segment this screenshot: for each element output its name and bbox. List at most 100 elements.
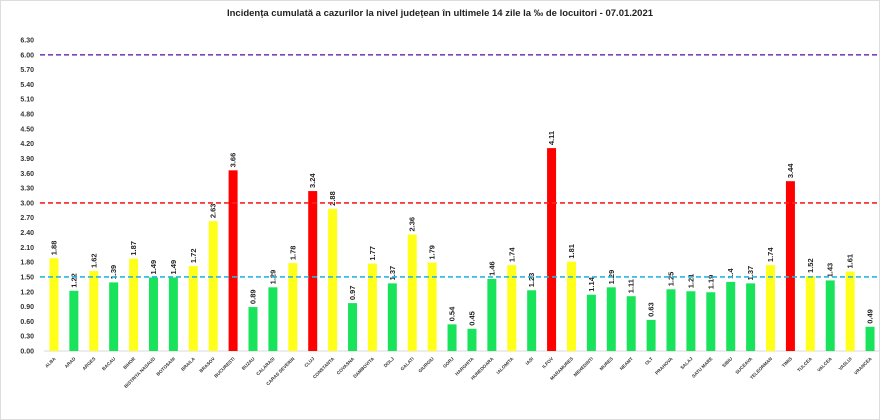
y-tick-label: 2.10 — [20, 245, 34, 252]
bar-tulcea — [805, 275, 815, 351]
data-label: 1.49 — [169, 260, 178, 275]
category-label: ARAD — [64, 356, 77, 369]
bar-bihor — [129, 258, 139, 351]
category-label: BRASOV — [198, 356, 216, 374]
y-tick-label: 2.40 — [20, 230, 34, 237]
data-label: 0.45 — [467, 311, 476, 326]
bar-vrancea — [865, 326, 875, 351]
bar-maramures — [566, 261, 576, 351]
data-label: 1.87 — [129, 241, 138, 256]
data-label: 1.37 — [746, 266, 755, 281]
category-label: DOLJ — [383, 356, 396, 369]
data-label: 1.72 — [189, 248, 198, 263]
data-label: 1.77 — [368, 246, 377, 261]
category-label: CALARASI — [255, 356, 275, 376]
bar-sibiu — [726, 281, 736, 351]
bar-dambovita — [367, 263, 377, 351]
category-label: BRAILA — [180, 356, 196, 372]
y-tick-label: 1.20 — [20, 289, 34, 296]
data-label: 0.63 — [647, 302, 656, 317]
category-label: CLUJ — [303, 356, 315, 368]
bar-calarasi — [268, 287, 278, 351]
data-label: 0.89 — [249, 289, 258, 304]
category-label: SUCEAVA — [734, 356, 753, 375]
y-tick-label: 3.60 — [20, 171, 34, 178]
category-label: VASLUI — [838, 356, 853, 371]
category-label: VALCEA — [816, 356, 833, 373]
y-tick-label: 0.30 — [20, 334, 34, 341]
bar-timis — [785, 181, 795, 351]
data-label: 0.49 — [866, 309, 875, 324]
bar-alba — [49, 258, 59, 351]
data-label: 1.52 — [806, 258, 815, 273]
bar-arad — [69, 290, 79, 351]
bar-buzau — [248, 307, 258, 351]
category-label: GORJ — [442, 356, 455, 369]
data-label: 1.46 — [487, 261, 496, 276]
data-label: 1.39 — [109, 265, 118, 280]
bar-mehedinti — [586, 294, 596, 351]
bar-salaj — [686, 291, 696, 351]
data-label: 1.74 — [507, 247, 516, 262]
y-tick-label: 0.90 — [20, 304, 34, 311]
bar-harghita — [467, 328, 477, 351]
category-label: NEAMT — [619, 356, 634, 371]
category-label: SIBIU — [721, 356, 734, 369]
y-tick-label: 2.70 — [20, 215, 34, 222]
category-label: BIHOR — [122, 356, 136, 370]
data-label: 1.78 — [288, 246, 297, 261]
category-label: MURES — [599, 356, 614, 371]
data-label: 1.88 — [49, 241, 58, 256]
category-label: DAMBOVITA — [352, 356, 375, 379]
bar-suceava — [746, 283, 756, 351]
bar-arges — [89, 271, 99, 351]
y-tick-label: 4.20 — [20, 141, 34, 148]
data-label: 1.22 — [69, 273, 78, 288]
bar-cluj — [308, 191, 318, 351]
bar-neamt — [626, 296, 636, 351]
category-label: MEHEDINTI — [573, 356, 594, 377]
data-label: 2.88 — [328, 191, 337, 206]
category-label: BACAU — [101, 356, 117, 372]
data-label: 1.23 — [527, 273, 536, 288]
category-label: ARGES — [81, 356, 96, 371]
category-label: BUZAU — [241, 356, 256, 371]
category-label: HARGHITA — [454, 356, 475, 377]
category-label: CONSTANTA — [312, 356, 336, 380]
category-label: GALATI — [400, 356, 415, 371]
category-label: ILFOV — [541, 356, 555, 370]
category-label: BUCURESTI — [213, 356, 235, 378]
data-label: 1.43 — [826, 263, 835, 278]
data-label: 1.21 — [686, 274, 695, 289]
category-label: ALBA — [44, 356, 57, 369]
data-label: 1.49 — [149, 260, 158, 275]
category-label: OLT — [644, 356, 654, 366]
data-label: 1.14 — [587, 276, 596, 291]
bar-bistrita-nasaud — [148, 277, 158, 351]
bar-bucuresti — [228, 170, 238, 351]
bar-brasov — [208, 221, 218, 351]
category-label: BOTOSANI — [155, 356, 176, 377]
bar-bacau — [109, 282, 119, 351]
bar-ialomita — [507, 265, 517, 351]
bar-valcea — [825, 280, 835, 351]
category-label: COVASNA — [336, 356, 356, 376]
data-label: 1.4 — [726, 268, 735, 279]
y-tick-label: 5.10 — [20, 97, 34, 104]
category-label: VRANCEA — [853, 356, 873, 376]
data-label: 0.54 — [448, 306, 457, 321]
bar-giurgiu — [427, 262, 437, 351]
data-label: 1.19 — [706, 275, 715, 290]
bar-gorj — [447, 324, 457, 351]
data-label: 4.11 — [547, 131, 556, 145]
bar-botosani — [168, 277, 178, 351]
y-tick-label: 4.50 — [20, 126, 34, 133]
category-label: IALOMITA — [495, 356, 514, 375]
y-tick-label: 0.60 — [20, 319, 34, 326]
data-label: 1.61 — [846, 254, 855, 269]
bar-olt — [646, 319, 656, 351]
bar-iasi — [527, 290, 537, 351]
bar-dolj — [387, 283, 397, 351]
data-label: 1.25 — [667, 272, 676, 287]
y-tick-label: 6.30 — [20, 38, 34, 45]
